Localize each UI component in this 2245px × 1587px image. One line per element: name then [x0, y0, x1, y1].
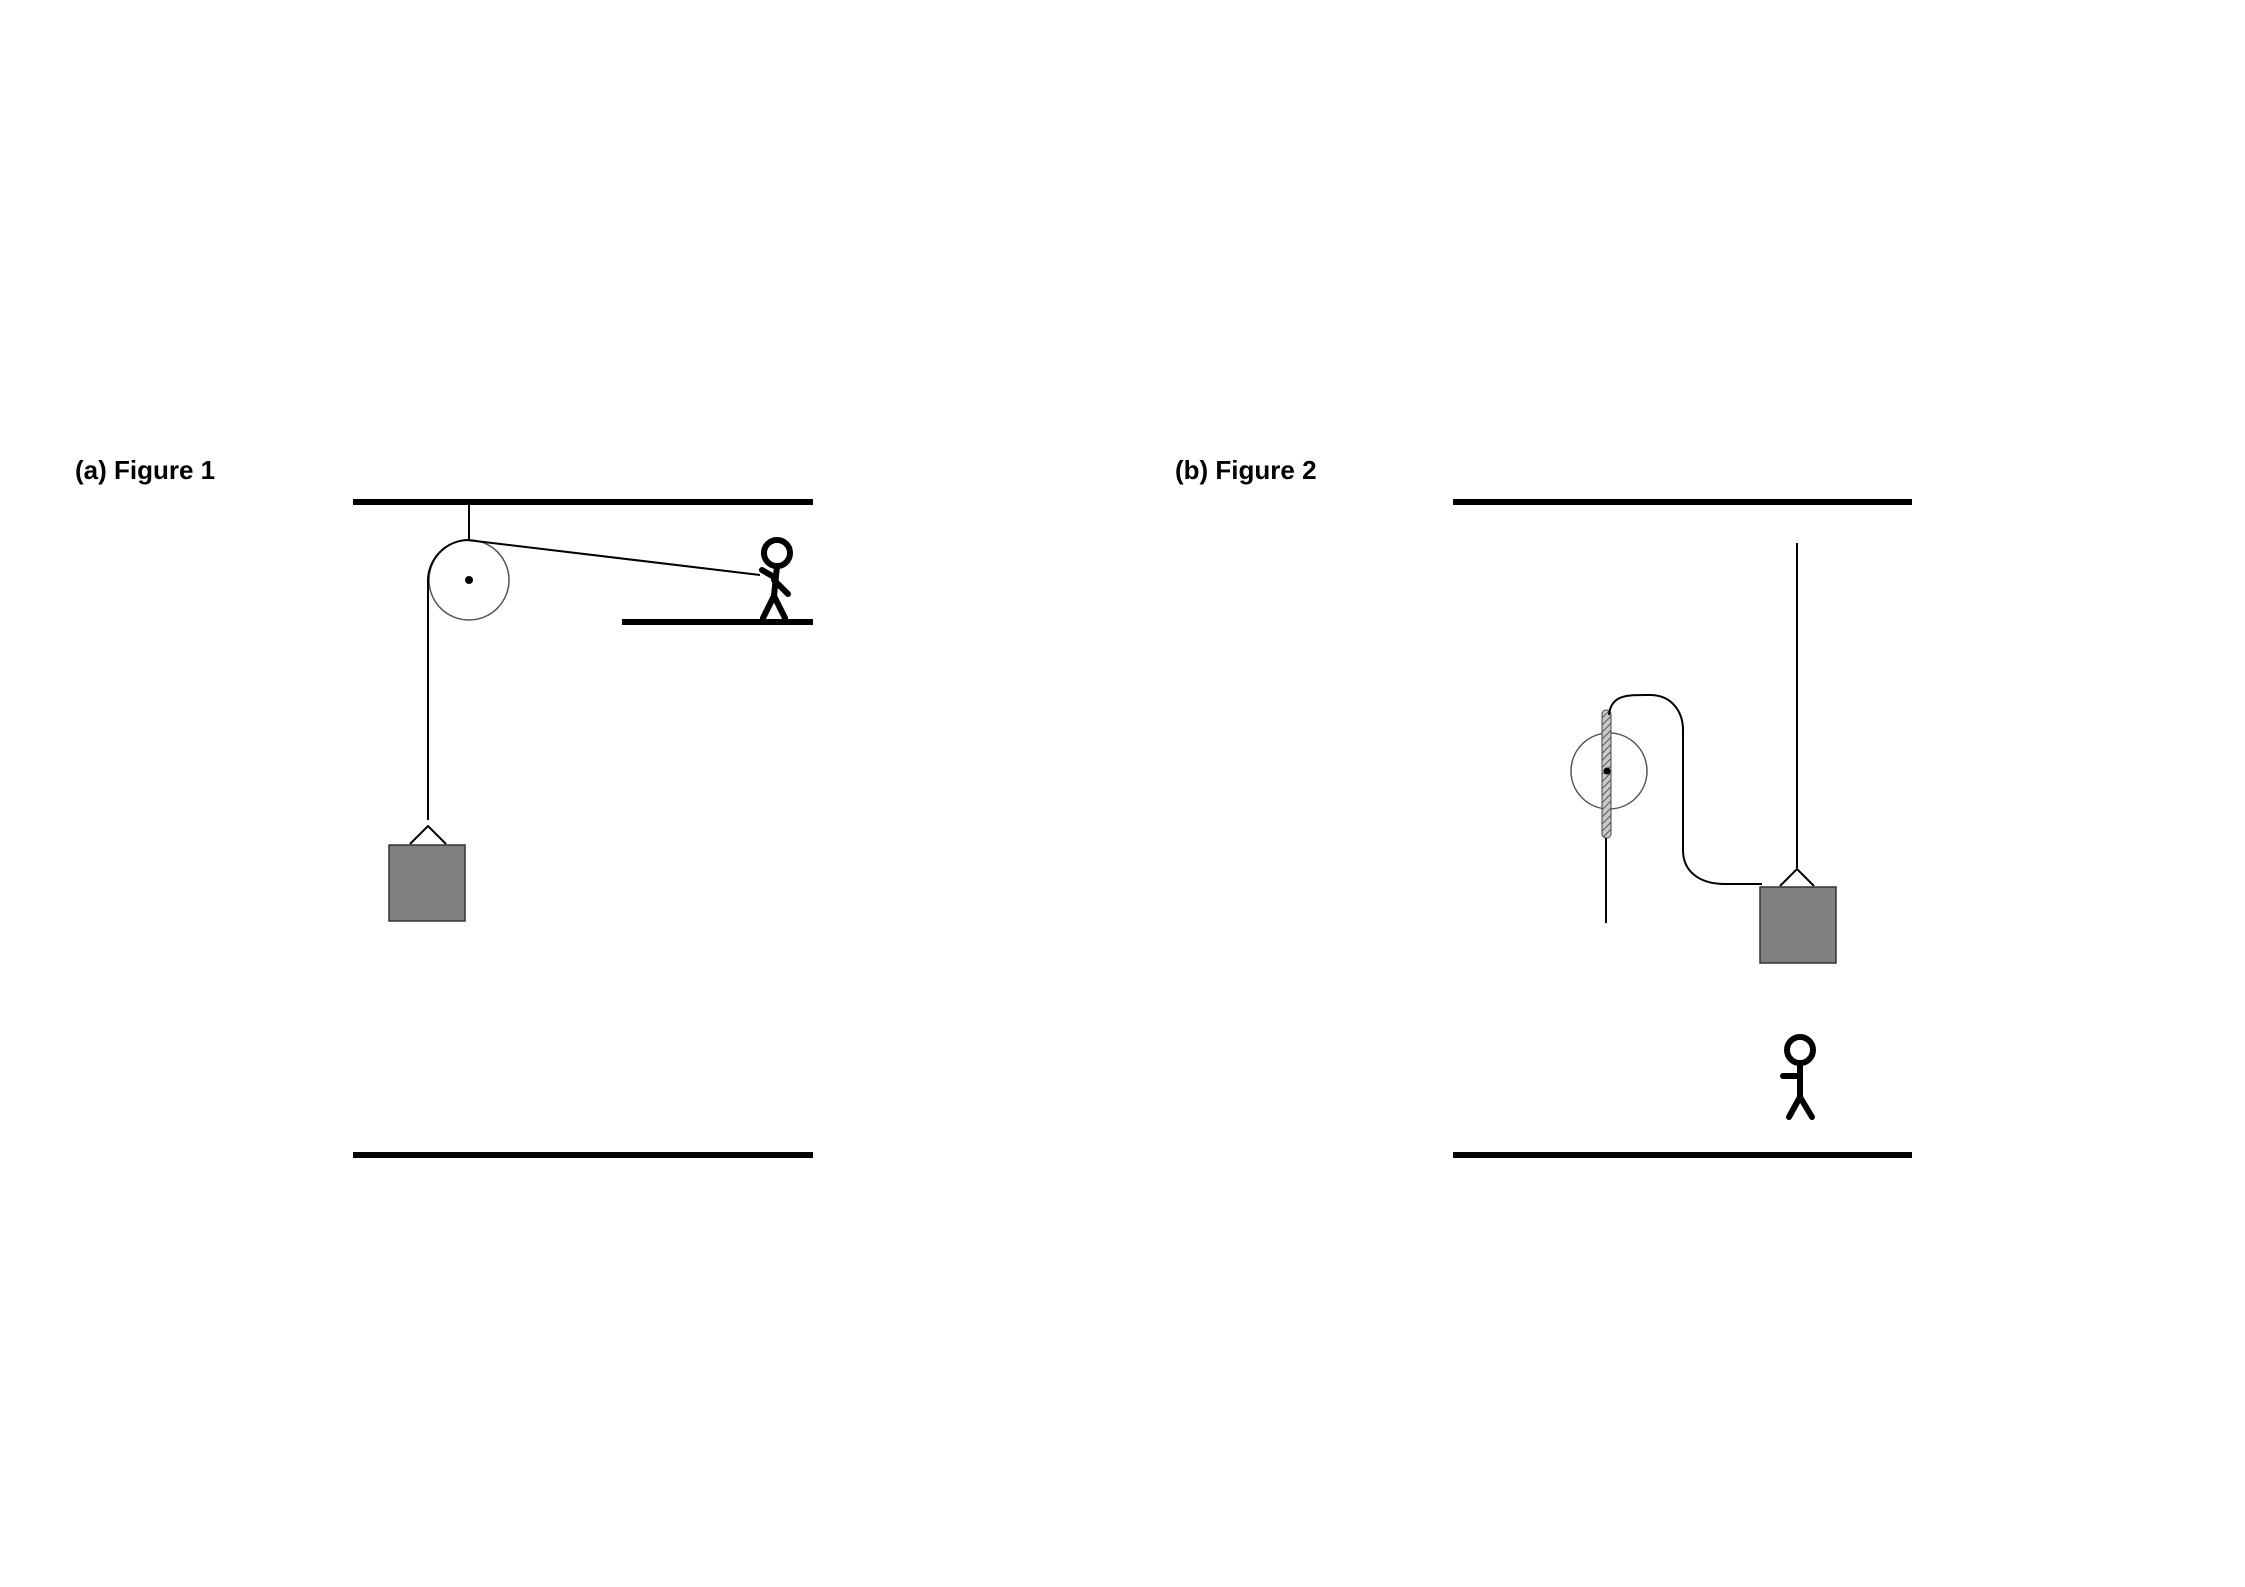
- figure-1-label: (a) Figure 1: [75, 455, 216, 485]
- fig2-block: [1759, 886, 1837, 964]
- fig1-block-hook: [409, 824, 447, 845]
- fig1-block: [388, 844, 466, 922]
- fig1-person-icon: [759, 537, 793, 621]
- fig1-pulley-axle: [465, 576, 473, 584]
- fig2-rope: [1608, 693, 1762, 885]
- figure-1: [353, 499, 813, 1158]
- fig2-pulley-axle: [1603, 767, 1611, 775]
- fig2-person-icon: [1780, 1034, 1816, 1120]
- figure-2-label: (b) Figure 2: [1175, 455, 1317, 485]
- fig2-block-hook: [1779, 867, 1815, 887]
- fig1-rope: [426, 538, 761, 820]
- figure-2: [1453, 499, 1912, 1158]
